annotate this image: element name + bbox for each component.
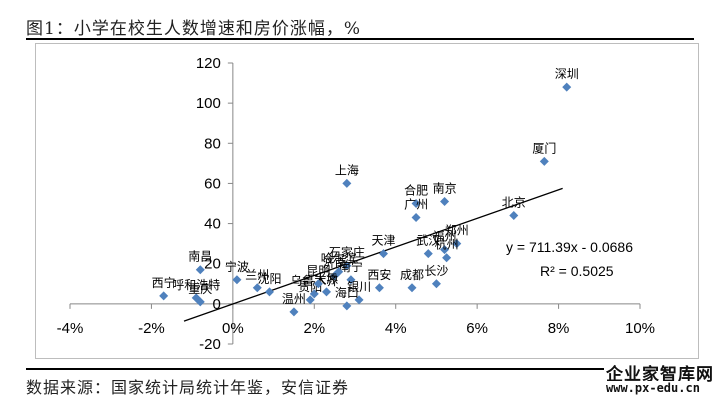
r-squared: R² = 0.5025 xyxy=(540,263,614,279)
data-point xyxy=(509,211,519,221)
watermark-name: 企业家智库网 xyxy=(604,360,716,385)
point-label: 济南 xyxy=(323,255,347,270)
data-point xyxy=(334,267,344,277)
x-tick-label: 6% xyxy=(466,320,488,337)
data-point xyxy=(539,156,549,166)
data-point xyxy=(407,283,417,293)
point-label: 温州 xyxy=(282,292,306,306)
data-point xyxy=(431,279,441,289)
watermark-url: www.px-edu.cn xyxy=(604,381,702,395)
point-label: 上海 xyxy=(335,162,359,177)
point-label: 南昌 xyxy=(188,249,212,264)
point-label: 天津 xyxy=(371,234,395,248)
point-label: 宁波 xyxy=(225,259,249,274)
point-label: 长沙 xyxy=(424,264,448,278)
point-label: 广州 xyxy=(404,198,428,212)
x-tick-label: -2% xyxy=(138,320,165,337)
point-label: 武汉 xyxy=(416,234,440,248)
point-label: 福州 xyxy=(433,229,457,244)
data-point xyxy=(305,295,315,305)
chart-title: 图1：小学在校生人数增速和房价涨幅，% xyxy=(26,19,361,39)
point-label: 厦门 xyxy=(532,140,556,155)
data-point xyxy=(354,295,364,305)
data-point xyxy=(342,261,352,271)
y-tick-label: 120 xyxy=(196,55,221,72)
point-label: 杭州 xyxy=(435,237,459,252)
x-tick-label: 10% xyxy=(625,320,655,337)
data-point xyxy=(379,249,388,259)
data-point xyxy=(440,196,450,206)
data-point xyxy=(342,301,352,311)
x-tick-label: 0% xyxy=(222,320,244,337)
point-label: 深圳 xyxy=(555,67,579,81)
data-point xyxy=(265,287,274,297)
y-tick-label: 60 xyxy=(204,175,221,192)
y-tick-label: 100 xyxy=(196,95,221,112)
point-label: 石家庄 xyxy=(329,245,365,260)
point-label: 海口 xyxy=(335,285,359,300)
point-label: 南宁 xyxy=(339,259,363,274)
data-point xyxy=(411,199,421,208)
title-divider xyxy=(26,38,694,40)
data-point xyxy=(452,239,462,249)
data-point xyxy=(159,291,169,301)
point-label: 重庆 xyxy=(188,282,212,296)
y-tick-label: 0 xyxy=(213,296,221,313)
point-label: 昆明 xyxy=(306,264,330,278)
data-point xyxy=(322,287,331,297)
x-tick-label: 8% xyxy=(548,320,570,337)
y-tick-label: 20 xyxy=(204,256,221,273)
plot-frame xyxy=(35,43,699,359)
data-point xyxy=(313,279,323,289)
data-point xyxy=(232,275,242,285)
regression-equation: y = 711.39x - 0.0686 xyxy=(506,239,633,255)
point-label: 西安 xyxy=(367,267,391,282)
point-label: 哈尔滨 xyxy=(321,251,357,266)
data-point xyxy=(195,265,205,275)
data-point xyxy=(346,275,356,285)
point-label: 北京 xyxy=(502,196,526,210)
trendline xyxy=(183,187,563,322)
source-divider xyxy=(26,368,694,370)
y-tick-label: -20 xyxy=(199,336,221,353)
x-tick-label: -4% xyxy=(57,320,84,337)
data-point xyxy=(309,289,319,299)
x-tick-label: 4% xyxy=(385,320,407,337)
data-point xyxy=(411,213,421,223)
point-label: 成都 xyxy=(400,268,424,282)
point-label: 郑州 xyxy=(445,223,469,238)
data-point xyxy=(342,178,352,188)
point-label: 南京 xyxy=(433,180,457,195)
point-label: 呼和浩特 xyxy=(172,277,220,292)
data-point xyxy=(440,245,450,255)
data-point xyxy=(374,283,384,293)
point-label: 西宁 xyxy=(152,275,176,290)
data-point xyxy=(442,253,452,263)
data-point xyxy=(562,82,572,92)
data-point xyxy=(252,283,262,293)
data-source: 数据来源：国家统计局统计年鉴，安信证券 xyxy=(26,378,350,397)
x-tick-label: 2% xyxy=(303,320,325,337)
data-point xyxy=(195,297,205,307)
point-label: 沈阳 xyxy=(257,271,281,286)
point-label: 乌鲁木齐 xyxy=(290,273,338,288)
y-tick-label: 80 xyxy=(204,135,221,152)
data-point xyxy=(289,307,299,317)
point-label: 合肥 xyxy=(404,183,428,198)
data-point xyxy=(423,249,433,259)
point-label: 兰州 xyxy=(245,268,269,282)
point-label: 银川 xyxy=(347,280,371,294)
y-tick-label: 40 xyxy=(204,216,221,233)
